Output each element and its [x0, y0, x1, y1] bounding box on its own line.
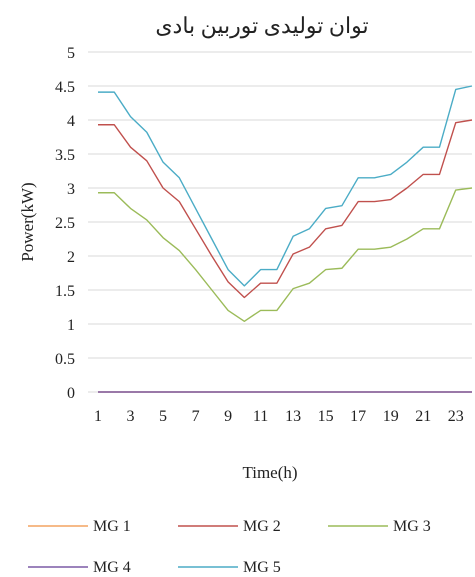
x-tick-label: 7 — [192, 408, 200, 425]
legend-label: MG 4 — [93, 559, 131, 576]
y-tick-label: 3 — [67, 181, 75, 198]
chart-title: توان تولیدی توربین بادی — [155, 13, 368, 39]
legend-label: MG 1 — [93, 518, 131, 535]
x-axis-title: Time(h) — [242, 463, 297, 482]
y-tick-label: 0.5 — [55, 351, 75, 368]
legend: MG 1 MG 2 MG 3 MG 4 MG 5 — [28, 518, 431, 576]
y-axis-title: Power(kW) — [18, 182, 37, 261]
gridlines — [88, 51, 472, 393]
y-tick-label: 2.5 — [55, 215, 75, 232]
y-tick-label: 4.5 — [55, 79, 75, 96]
x-tick-label: 3 — [127, 408, 135, 425]
x-tick-label: 13 — [285, 408, 301, 425]
legend-label: MG 5 — [243, 559, 281, 576]
legend-label: MG 3 — [393, 518, 431, 535]
x-tick-label: 21 — [415, 408, 431, 425]
x-tick-label: 17 — [350, 408, 366, 425]
y-tick-label: 5 — [67, 45, 75, 62]
y-tick-label: 1 — [67, 317, 75, 334]
series-line-mg-3 — [98, 187, 473, 322]
series-lines — [98, 85, 473, 393]
y-tick-label: 0 — [67, 385, 75, 402]
legend-label: MG 2 — [243, 518, 281, 535]
y-tick-label: 2 — [67, 249, 75, 266]
series-line-mg-5 — [98, 85, 473, 287]
x-tick-label: 5 — [159, 408, 167, 425]
x-tick-label: 23 — [448, 408, 464, 425]
x-tick-label: 15 — [318, 408, 334, 425]
y-tick-label: 4 — [67, 113, 75, 130]
y-axis-ticks: 0 0.5 1 1.5 2 2.5 3 3.5 4 4.5 5 — [55, 45, 75, 402]
x-tick-label: 9 — [224, 408, 232, 425]
x-tick-label: 19 — [383, 408, 399, 425]
x-tick-label: 11 — [253, 408, 268, 425]
y-tick-label: 1.5 — [55, 283, 75, 300]
x-axis-ticks: 1 3 5 7 9 11 13 15 17 19 21 23 — [94, 408, 464, 425]
series-line-mg-2 — [98, 119, 473, 299]
x-tick-label: 1 — [94, 408, 102, 425]
y-tick-label: 3.5 — [55, 147, 75, 164]
